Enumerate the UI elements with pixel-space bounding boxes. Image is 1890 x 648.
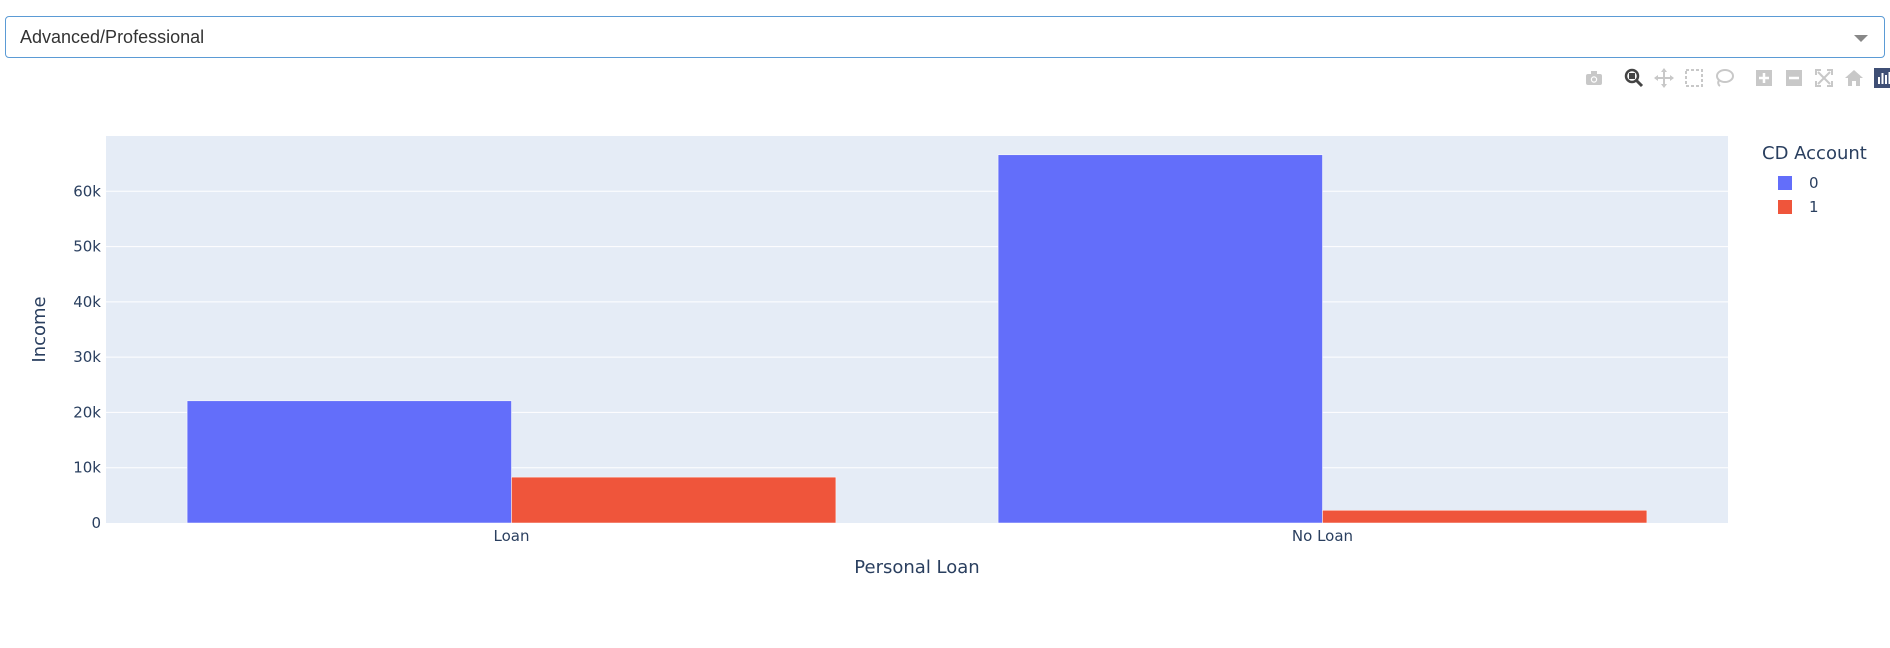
y-tick-label: 0 xyxy=(91,514,101,532)
zoom-in-icon[interactable] xyxy=(1752,66,1776,90)
zoom-icon[interactable] xyxy=(1622,66,1646,90)
modebar xyxy=(1582,66,1890,90)
lasso-icon[interactable] xyxy=(1712,66,1736,90)
y-tick-label: 60k xyxy=(73,182,101,200)
autoscale-icon[interactable] xyxy=(1812,66,1836,90)
legend-label-0[interactable]: 0 xyxy=(1809,174,1819,192)
y-tick-label: 50k xyxy=(73,238,101,256)
y-tick-label: 20k xyxy=(73,403,101,421)
home-icon[interactable] xyxy=(1842,66,1866,90)
legend-label-1[interactable]: 1 xyxy=(1809,198,1819,216)
chevron-down-icon[interactable] xyxy=(1854,35,1868,42)
zoom-out-icon[interactable] xyxy=(1782,66,1806,90)
x-tick-label: Loan xyxy=(494,527,530,545)
bar-loan-series-0[interactable] xyxy=(186,400,512,524)
y-tick-label: 10k xyxy=(73,459,101,477)
x-tick-label: No Loan xyxy=(1292,527,1353,545)
legend: CD Account 0 1 xyxy=(1762,143,1867,216)
bar-loan-series-1[interactable] xyxy=(511,476,837,524)
pan-icon[interactable] xyxy=(1652,66,1676,90)
x-axis-ticks: Loan No Loan xyxy=(494,527,1354,545)
dropdown-selected-value: Advanced/Professional xyxy=(20,27,205,47)
y-axis-ticks: 0 10k 20k 30k 40k 50k 60k xyxy=(73,182,101,532)
legend-swatch-0[interactable] xyxy=(1778,176,1792,190)
plotly-logo-icon[interactable] xyxy=(1872,66,1890,90)
bar-no-loan-series-0[interactable] xyxy=(997,154,1323,524)
category-dropdown[interactable]: Advanced/Professional xyxy=(5,16,1885,58)
y-tick-label: 40k xyxy=(73,293,101,311)
bars xyxy=(186,154,1648,524)
box-select-icon[interactable] xyxy=(1682,66,1706,90)
y-axis-title: Income xyxy=(29,296,50,362)
y-tick-label: 30k xyxy=(73,348,101,366)
legend-swatch-1[interactable] xyxy=(1778,200,1792,214)
x-axis-title: Personal Loan xyxy=(854,557,979,578)
camera-icon[interactable] xyxy=(1582,66,1606,90)
bar-no-loan-series-1[interactable] xyxy=(1322,510,1648,524)
legend-title: CD Account xyxy=(1762,143,1867,164)
